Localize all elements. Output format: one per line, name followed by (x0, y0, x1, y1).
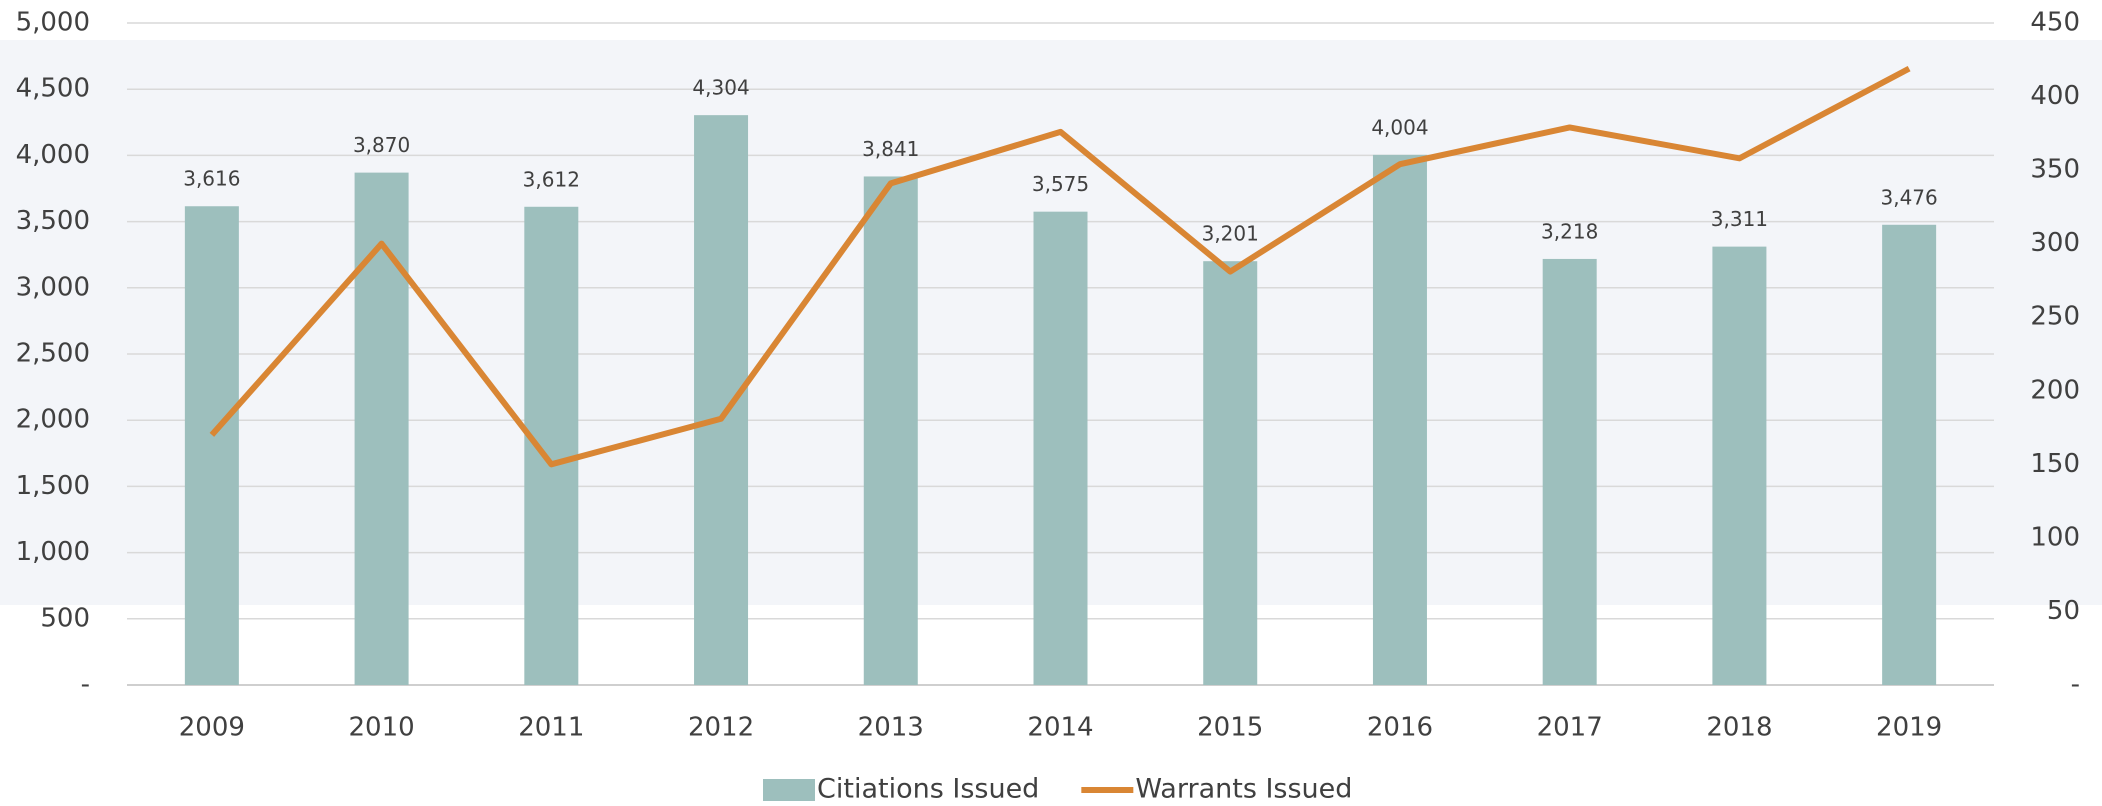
y-tick-label: 2,000 (16, 405, 90, 435)
data-label: 3,311 (1711, 207, 1768, 231)
y-tick-label: 3,000 (16, 272, 90, 302)
data-label: 3,616 (183, 167, 240, 191)
x-tick-label: 2016 (1367, 713, 1433, 743)
x-tick-label: 2014 (1027, 713, 1093, 743)
x-tick-label: 2013 (858, 713, 924, 743)
y-tick-label: 500 (40, 603, 90, 633)
y-tick-label: 5,000 (16, 8, 90, 38)
y-tick-label: 4,500 (16, 74, 90, 104)
bar (1542, 258, 1597, 685)
line (209, 65, 1911, 468)
y-tick-label: 1,000 (16, 537, 90, 567)
data-label: 3,476 (1881, 185, 1938, 209)
x-tick-label: 2012 (688, 713, 754, 743)
bar (1372, 154, 1427, 685)
data-label: 4,304 (692, 76, 749, 100)
y2-tick-label: 50 (2047, 596, 2080, 626)
y2-tick-label: 250 (2030, 302, 2080, 332)
x-tick-label: 2019 (1876, 713, 1942, 743)
data-label: 3,870 (353, 133, 410, 157)
y2-tick-label: 100 (2030, 522, 2080, 552)
data-label: 3,218 (1541, 219, 1598, 243)
y2-tick-label: - (2071, 670, 2080, 700)
bar (1882, 224, 1937, 686)
data-label: 4,004 (1371, 115, 1428, 139)
bar (524, 206, 579, 686)
y-tick-label: 1,500 (16, 471, 90, 501)
bar (1033, 211, 1088, 686)
y2-tick-label: 400 (2030, 81, 2080, 111)
legend-label: Citiations Issued (817, 774, 1039, 805)
y-tick-label: 4,000 (16, 140, 90, 170)
legend-swatch (763, 779, 815, 801)
y2-tick-label: 450 (2030, 8, 2080, 38)
y-tick-label: - (81, 670, 90, 700)
x-tick-label: 2017 (1537, 713, 1603, 743)
bar (1712, 246, 1767, 685)
bar (863, 176, 918, 685)
y-tick-label: 3,500 (16, 206, 90, 236)
y2-tick-label: 200 (2030, 375, 2080, 405)
y2-tick-label: 300 (2030, 228, 2080, 258)
bar (184, 206, 239, 686)
y-tick-label: 2,500 (16, 339, 90, 369)
x-tick-label: 2018 (1706, 713, 1772, 743)
data-label: 3,575 (1032, 172, 1089, 196)
legend-label: Warrants Issued (1135, 774, 1352, 805)
x-tick-label: 2010 (349, 713, 415, 743)
data-label: 3,841 (862, 137, 919, 161)
y2-tick-label: 150 (2030, 449, 2080, 479)
data-label: 3,201 (1202, 222, 1259, 246)
x-tick-label: 2009 (179, 713, 245, 743)
data-label: 3,612 (523, 167, 580, 191)
bar (694, 115, 749, 686)
bar (354, 172, 409, 685)
x-tick-label: 2011 (518, 713, 584, 743)
y2-tick-label: 350 (2030, 155, 2080, 185)
x-tick-label: 2015 (1197, 713, 1263, 743)
bar (1203, 261, 1258, 685)
